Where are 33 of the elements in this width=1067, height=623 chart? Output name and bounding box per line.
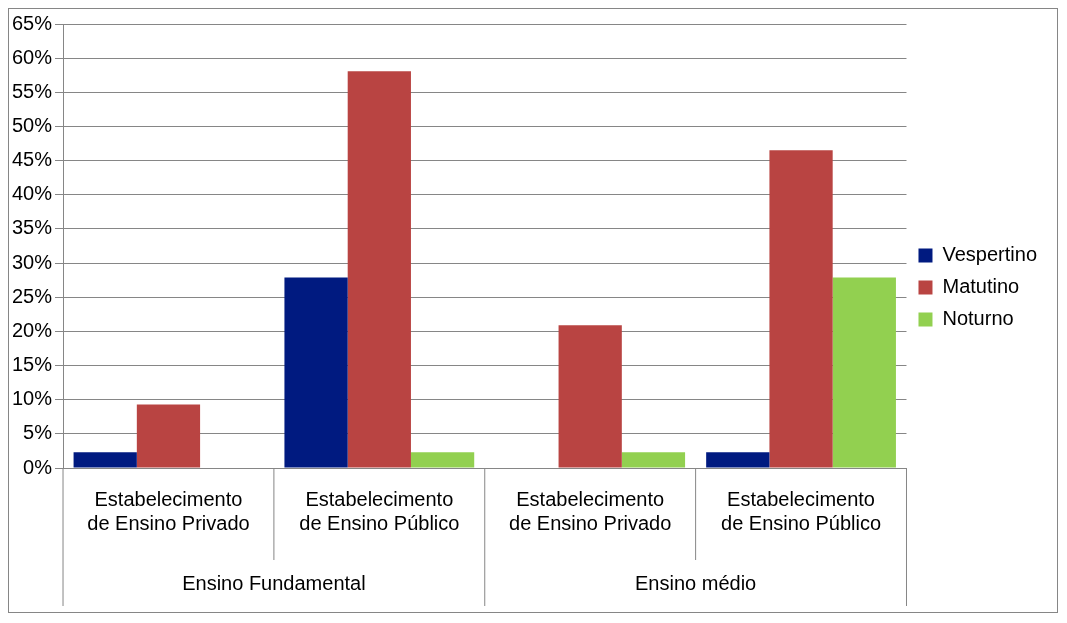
- text: Ensino Fundamental: [182, 571, 366, 594]
- y-tick-label: 30%: [12, 250, 53, 273]
- y-tick-label: 50%: [12, 113, 53, 136]
- bar: [832, 277, 896, 468]
- bar: [621, 452, 686, 468]
- y-tick-label: 45%: [12, 148, 53, 171]
- y-tick-label: 25%: [12, 284, 53, 307]
- legend-label: Vespertino: [942, 243, 1037, 266]
- y-tick-label: 0%: [23, 455, 53, 478]
- legend-label: Matutino: [942, 275, 1020, 298]
- bar: [410, 452, 475, 468]
- y-tick-label: 40%: [12, 182, 53, 205]
- y-tick-label: 20%: [12, 318, 53, 341]
- x-tick-label: Estabelecimento de Ensino Público: [721, 487, 882, 534]
- y-tick-label: 35%: [12, 216, 53, 239]
- y-tick-label: 65%: [12, 11, 53, 34]
- y-tick-label: 5%: [23, 421, 53, 444]
- legend-label: Noturno: [942, 307, 1014, 330]
- bar: [769, 150, 833, 468]
- text: Ensino médio: [635, 571, 757, 594]
- y-tick-label: 55%: [12, 79, 53, 102]
- bar: [706, 452, 770, 468]
- y-tick-label: 10%: [12, 387, 53, 410]
- x-tick-label: Estabelecimento de Ensino Privado: [509, 487, 672, 534]
- x-tick-label: Estabelecimento de Ensino Público: [299, 487, 460, 534]
- y-tick-label: 60%: [12, 45, 53, 68]
- bar: [347, 71, 411, 468]
- y-tick-label: 15%: [12, 353, 53, 376]
- bar: [73, 452, 137, 468]
- bar: [558, 325, 622, 468]
- x-tick-label: Estabelecimento de Ensino Privado: [87, 487, 250, 534]
- bar: [284, 277, 348, 468]
- bar: [136, 404, 201, 468]
